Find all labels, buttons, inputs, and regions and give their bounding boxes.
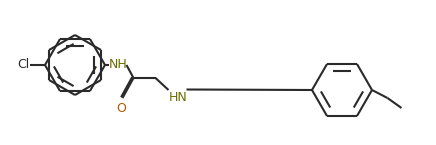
Text: O: O	[116, 102, 126, 115]
Text: HN: HN	[168, 91, 187, 104]
Text: NH: NH	[109, 58, 128, 71]
Text: Cl: Cl	[17, 58, 29, 71]
